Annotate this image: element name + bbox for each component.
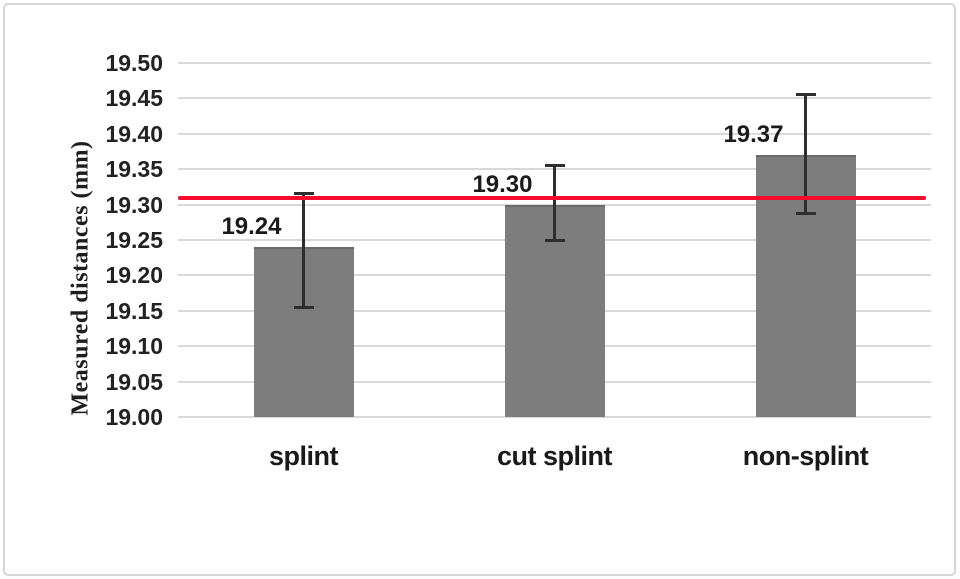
y-tick-label: 19.35: [105, 156, 163, 183]
y-tick-label: 19.25: [105, 227, 163, 253]
error-bar-cap-top: [544, 164, 565, 168]
y-tick-label: 19.10: [105, 333, 163, 360]
x-category-label: splint: [269, 441, 339, 471]
gridline: [178, 132, 931, 135]
y-tick-label: 19.50: [105, 50, 163, 76]
error-bar-cap-top: [293, 192, 314, 196]
bar-value-label: 19.24: [221, 213, 282, 241]
y-tick-label: 19.15: [105, 297, 163, 324]
plot-area: 19.24 19.30 19.37: [178, 62, 931, 418]
error-bar-cap-bottom: [293, 305, 314, 309]
error-bar-cap-bottom: [795, 212, 816, 216]
error-bar-line: [804, 94, 807, 214]
y-tick-label: 19.30: [105, 191, 163, 218]
x-category-label: cut splint: [497, 441, 613, 471]
bar-value-label: 19.30: [472, 170, 533, 198]
gridline: [178, 62, 931, 64]
gridline: [178, 97, 931, 100]
error-bar-line: [553, 165, 556, 240]
reference-line: [178, 195, 926, 200]
bar-value-label: 19.37: [723, 121, 784, 149]
y-tick-label: 19.45: [105, 85, 163, 112]
y-tick-label: 19.40: [105, 120, 163, 147]
error-bar-line: [302, 193, 305, 308]
error-bar-cap-top: [795, 93, 816, 97]
y-tick-label: 19.05: [105, 368, 163, 395]
error-bar-cap-bottom: [544, 238, 565, 242]
y-tick-label: 19.20: [105, 262, 163, 289]
gridline: [178, 416, 931, 418]
y-tick-label: 19.00: [105, 404, 163, 430]
x-category-label: non-splint: [742, 441, 869, 471]
